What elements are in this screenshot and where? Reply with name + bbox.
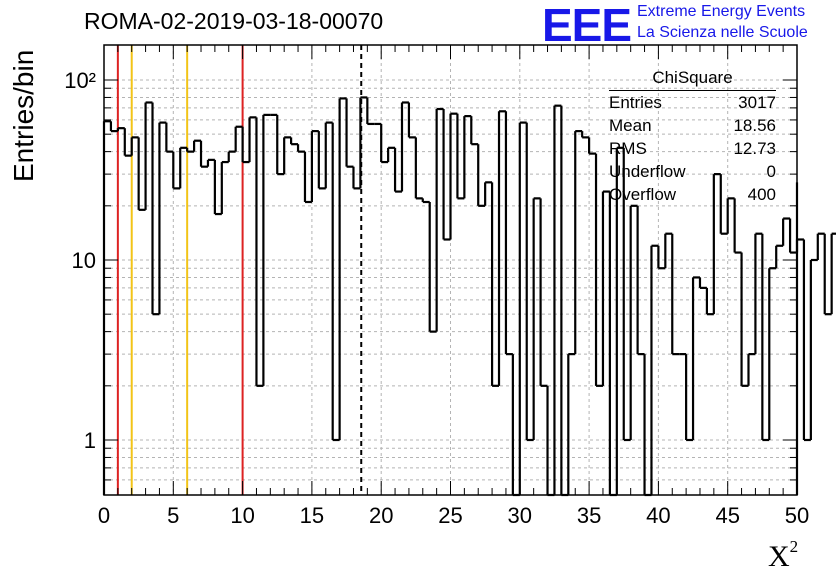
axis-layer: 0 5 10 15 20 25 30 35 40 45 50 1 10 10² [64, 44, 809, 528]
x-tick-label: 30 [508, 503, 532, 528]
stats-row-rms: RMS 12.73 [609, 137, 776, 160]
marker-layer [116, 45, 363, 495]
chart-title: ROMA-02-2019-03-18-00070 [84, 8, 384, 34]
stats-key: Overflow [609, 185, 677, 204]
x-tick-label: 35 [577, 503, 601, 528]
x-tick-label: 25 [438, 503, 462, 528]
stats-row-entries: Entries 3017 [609, 91, 776, 114]
stats-box: ChiSquare Entries 3017 Mean 18.56 RMS 12.73… [609, 66, 776, 206]
stats-value: 18.56 [733, 116, 776, 135]
x-tick-label: 50 [785, 503, 809, 528]
histogram-layer [102, 96, 836, 497]
stats-key: Mean [609, 116, 652, 135]
x-tick-label: 45 [715, 503, 739, 528]
x-tick-label: 15 [300, 503, 324, 528]
x-tick-label: 5 [167, 503, 179, 528]
eee-logo: EEE [542, 0, 632, 51]
y-tick-label: 10 [72, 248, 96, 273]
stats-value: 12.73 [733, 139, 776, 158]
x-axis-label: X2 [768, 537, 798, 574]
y-tick-label: 1 [84, 428, 96, 453]
stats-key: Underflow [609, 162, 686, 181]
x-axis-label-superscript: 2 [789, 537, 799, 556]
x-tick-label: 10 [230, 503, 254, 528]
stats-box-title: ChiSquare [609, 66, 776, 91]
y-tick-label: 10² [64, 68, 96, 93]
stats-value: 3017 [738, 93, 776, 112]
stats-value: 400 [747, 185, 776, 204]
x-tick-label: 40 [646, 503, 670, 528]
stats-value: 0 [766, 162, 776, 181]
x-axis-label-text: X [768, 540, 790, 573]
x-tick-label: 20 [369, 503, 393, 528]
stats-row-underflow: Underflow 0 [609, 160, 776, 183]
stats-row-overflow: Overflow 400 [609, 183, 776, 206]
stats-row-mean: Mean 18.56 [609, 114, 776, 137]
logo-subtitle-line1: Extreme Energy Events [637, 3, 806, 20]
x-tick-label: 0 [98, 503, 110, 528]
stats-key: RMS [609, 139, 647, 158]
logo-subtitle-line2: La Scienza nelle Scuole [637, 24, 808, 41]
stats-key: Entries [609, 93, 662, 112]
